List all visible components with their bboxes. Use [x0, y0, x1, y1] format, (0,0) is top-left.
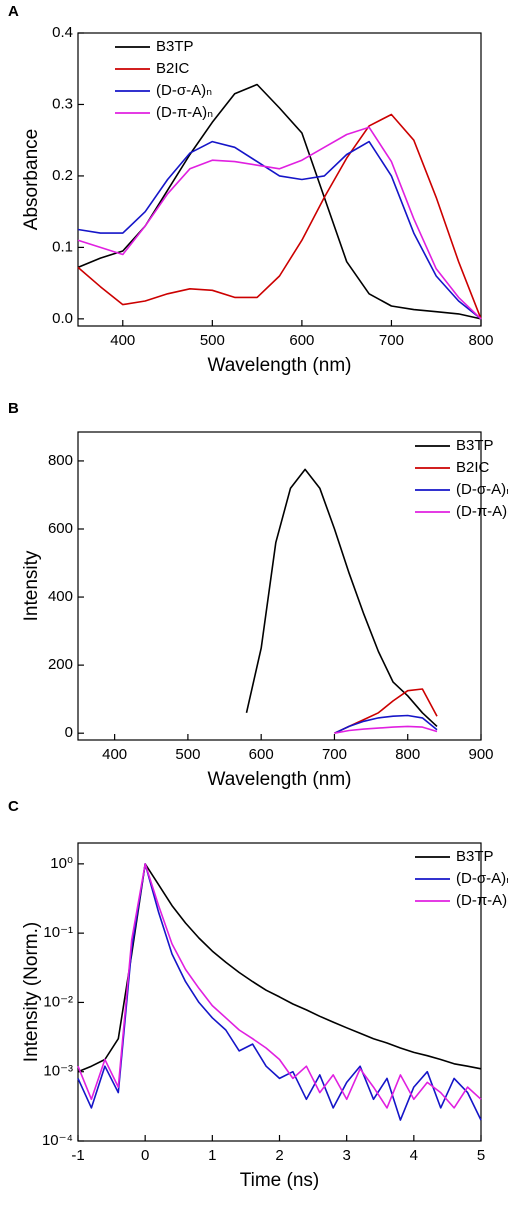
x-tick-label: 400 [110, 332, 135, 349]
x-tick-label: 1 [208, 1147, 216, 1164]
data-line [77, 863, 482, 1073]
y-tick-label: 200 [48, 656, 73, 673]
legend-label: (D-σ-A)ₙ [456, 481, 508, 498]
y-tick-label: 10⁻³ [43, 1063, 73, 1080]
x-tick-label: 2 [275, 1147, 283, 1164]
data-line [77, 863, 482, 1109]
data-line [77, 113, 482, 320]
panel-label: B [8, 400, 19, 417]
y-tick-label: 10⁻² [43, 993, 73, 1010]
y-axis-title: Intensity [21, 550, 42, 621]
y-tick-label: 0.2 [52, 167, 73, 184]
y-tick-label: 10⁰ [50, 855, 73, 872]
x-tick-label: 500 [200, 332, 225, 349]
y-tick-label: 600 [48, 520, 73, 537]
plot-frame [77, 431, 482, 741]
x-tick-label: 4 [410, 1147, 418, 1164]
x-tick-label: 700 [322, 746, 347, 763]
plot-frame [77, 32, 482, 327]
y-axis-title: Absorbance [21, 129, 42, 230]
legend-label: (D-σ-A)ₙ [156, 82, 212, 99]
y-tick-label: 0.1 [52, 238, 73, 255]
legend-label: (D-σ-A)ₙ [456, 870, 508, 887]
y-axis-title: Intensity (Norm.) [21, 922, 42, 1062]
data-line [245, 468, 438, 727]
legend-label: B2IC [456, 459, 490, 476]
y-tick-label: 0.4 [52, 24, 73, 41]
x-tick-label: 700 [379, 332, 404, 349]
legend-label: B2IC [156, 60, 190, 77]
y-tick-label: 400 [48, 588, 73, 605]
data-line [334, 725, 438, 734]
legend-label: B3TP [156, 38, 194, 55]
panel-label: A [8, 3, 19, 20]
legend-label: (D-π-A)ₙ [456, 503, 508, 520]
x-axis-title: Wavelength (nm) [208, 769, 352, 790]
x-tick-label: 3 [342, 1147, 350, 1164]
x-tick-label: 0 [141, 1147, 149, 1164]
y-tick-label: 0.0 [52, 310, 73, 327]
x-tick-label: 600 [289, 332, 314, 349]
data-line [77, 140, 482, 320]
x-tick-label: 500 [175, 746, 200, 763]
plot-frame [77, 842, 482, 1142]
y-tick-label: 10⁻⁴ [42, 1132, 73, 1149]
y-tick-label: 0 [65, 724, 73, 741]
x-axis-title: Time (ns) [240, 1170, 320, 1191]
y-tick-label: 800 [48, 452, 73, 469]
legend-label: B3TP [456, 437, 494, 454]
x-tick-label: -1 [71, 1147, 84, 1164]
y-tick-label: 0.3 [52, 95, 73, 112]
data-line [77, 126, 482, 320]
panel-label: C [8, 798, 19, 815]
legend-label: B3TP [456, 848, 494, 865]
y-tick-label: 10⁻¹ [43, 924, 73, 941]
x-tick-label: 400 [102, 746, 127, 763]
data-line [334, 714, 438, 734]
x-tick-label: 900 [468, 746, 493, 763]
data-line [77, 83, 482, 320]
legend-label: (D-π-A)ₙ [156, 104, 213, 121]
x-tick-label: 800 [395, 746, 420, 763]
x-axis-title: Wavelength (nm) [208, 355, 352, 376]
x-tick-label: 800 [468, 332, 493, 349]
legend-label: (D-π-A)ₙ [456, 892, 508, 909]
x-tick-label: 5 [477, 1147, 485, 1164]
x-tick-label: 600 [249, 746, 274, 763]
